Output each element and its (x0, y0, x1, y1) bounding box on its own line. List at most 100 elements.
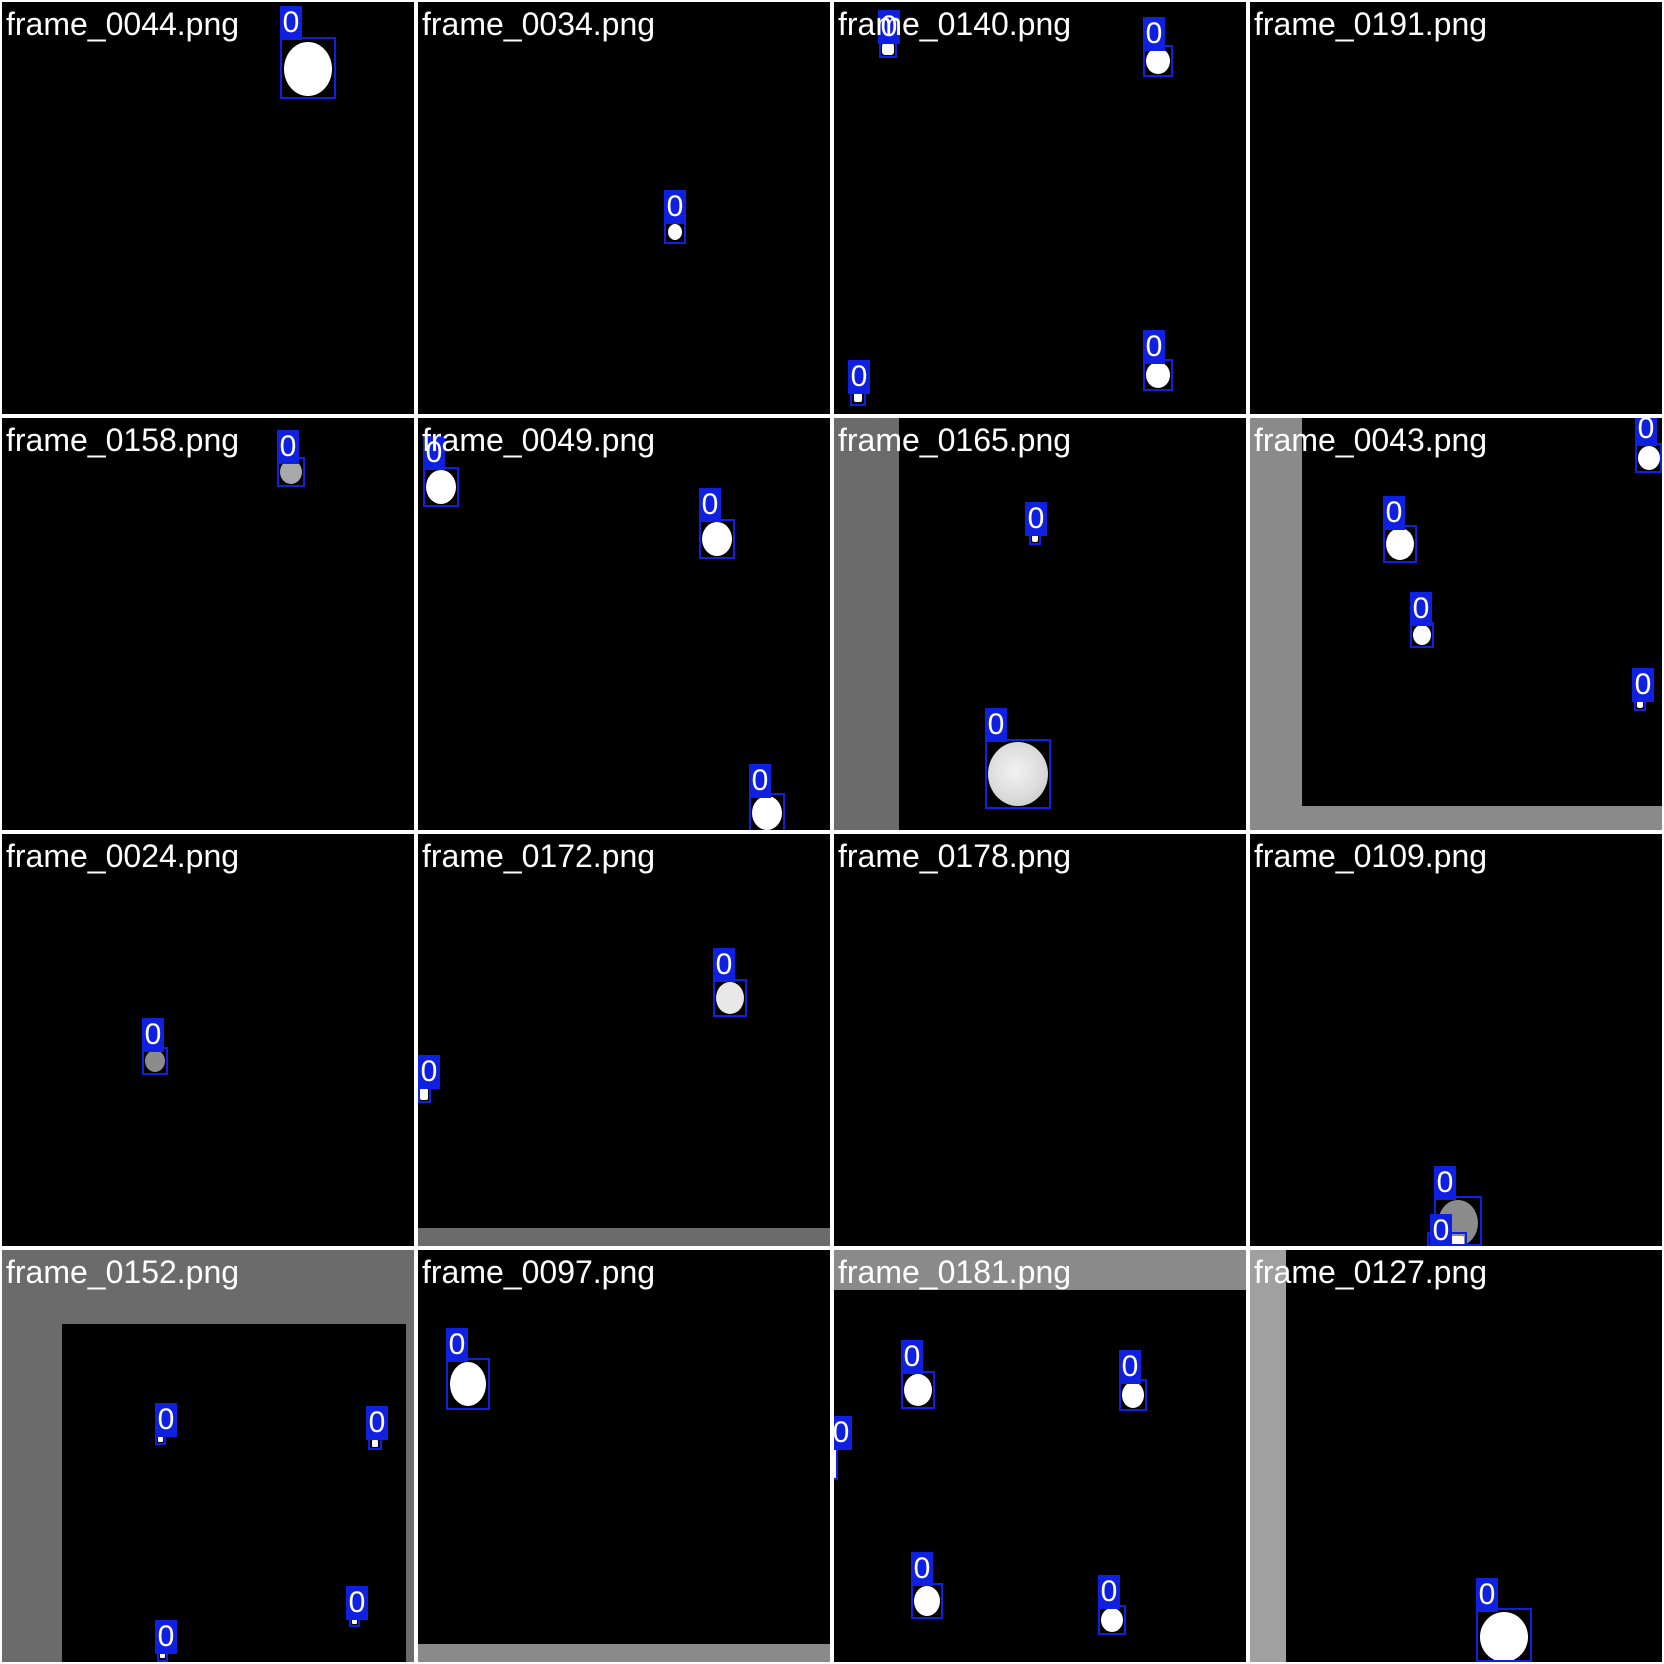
object-blob (450, 1362, 486, 1406)
object-blob (280, 460, 302, 484)
detection-label: 0 (901, 1340, 923, 1374)
object-blob (352, 1618, 357, 1624)
frame-filename: frame_0165.png (838, 422, 1072, 458)
detection-label: 0 (911, 1552, 933, 1586)
detection-label: 0 (155, 1403, 177, 1437)
object-blob (752, 796, 782, 830)
gray-border-band (418, 1644, 830, 1662)
gray-border-band (1250, 806, 1662, 830)
frame-filename: frame_0152.png (6, 1254, 240, 1290)
detection-label: 0 (1119, 1350, 1141, 1384)
frame-filename: frame_0034.png (422, 6, 656, 42)
detection-box[interactable] (834, 1446, 838, 1480)
detection-box[interactable] (1476, 1608, 1532, 1662)
detection-label: 0 (1476, 1578, 1498, 1612)
object-blob (668, 224, 682, 240)
detection-label: 0 (664, 190, 686, 224)
object-blob (1032, 534, 1038, 542)
frame-filename: frame_0181.png (838, 1254, 1072, 1290)
tile-frame-0140[interactable]: 0 0 0 0 frame_0140.png (834, 2, 1246, 414)
detection-label: 0 (277, 430, 299, 464)
frame-filename: frame_0158.png (6, 422, 240, 458)
frame-filename: frame_0044.png (6, 6, 240, 42)
detection-label: 0 (834, 1416, 852, 1450)
object-blob (284, 42, 332, 96)
detection-box[interactable] (911, 1583, 943, 1619)
object-blob (702, 522, 732, 556)
detection-label: 0 (1143, 17, 1165, 51)
tile-frame-0127[interactable]: 0 frame_0127.png (1250, 1250, 1662, 1662)
detection-box[interactable] (1383, 525, 1417, 563)
object-blob (1638, 446, 1660, 470)
tile-frame-0181[interactable]: 0 0 0 0 0 frame_0181.png (834, 1250, 1246, 1662)
detection-box[interactable] (1098, 1605, 1126, 1635)
detection-box[interactable] (1635, 443, 1662, 473)
detection-label: 0 (142, 1018, 164, 1052)
frame-filename: frame_0172.png (422, 838, 656, 874)
tile-frame-0158[interactable]: 0 frame_0158.png (2, 418, 414, 830)
gray-border-band (406, 1250, 414, 1662)
detection-box[interactable] (699, 519, 735, 559)
object-blob (1146, 362, 1170, 388)
gray-border-band (834, 418, 899, 830)
detection-box[interactable] (985, 739, 1051, 809)
detection-box[interactable] (901, 1371, 935, 1409)
object-blob (716, 982, 744, 1014)
detection-label: 0 (1635, 418, 1657, 446)
object-blob (1122, 1382, 1144, 1408)
tile-frame-0178[interactable]: frame_0178.png (834, 834, 1246, 1246)
tile-frame-0152[interactable]: 0 0 0 0 frame_0152.png (2, 1250, 414, 1662)
detection-label: 0 (418, 1055, 440, 1089)
detection-label: 0 (713, 948, 735, 982)
detection-label: 0 (366, 1406, 388, 1440)
object-blob (1101, 1608, 1123, 1632)
detection-label: 0 (155, 1620, 177, 1654)
object-blob (882, 43, 894, 55)
tile-frame-0172[interactable]: 0 0 frame_0172.png (418, 834, 830, 1246)
detection-label: 0 (1025, 502, 1047, 536)
frame-filename: frame_0043.png (1254, 422, 1488, 458)
object-blob (1480, 1612, 1528, 1662)
detection-label: 0 (699, 488, 721, 522)
tile-frame-0043[interactable]: 0 0 0 0 frame_0043.png (1250, 418, 1662, 830)
tile-frame-0191[interactable]: frame_0191.png (1250, 2, 1662, 414)
detection-label: 0 (749, 764, 771, 798)
frame-filename: frame_0127.png (1254, 1254, 1488, 1290)
detection-label: 0 (1632, 668, 1654, 702)
tile-frame-0044[interactable]: 0 frame_0044.png (2, 2, 414, 414)
detection-label: 0 (1143, 330, 1165, 364)
detection-label: 0 (878, 10, 900, 44)
object-blob (160, 1652, 165, 1658)
frame-filename: frame_0191.png (1254, 6, 1488, 42)
gray-border-band (418, 1228, 830, 1246)
frame-filename: frame_0049.png (422, 422, 656, 458)
tile-frame-0024[interactable]: 0 frame_0024.png (2, 834, 414, 1246)
tile-frame-0109[interactable]: 0 0 frame_0109.png (1250, 834, 1662, 1246)
object-blob (854, 392, 862, 402)
detection-label: 0 (446, 1328, 468, 1362)
frame-filename: frame_0178.png (838, 838, 1072, 874)
gray-border-band (2, 1250, 414, 1324)
detection-box[interactable] (446, 1358, 490, 1410)
detection-label: 0 (346, 1586, 368, 1620)
detection-label: 0 (280, 6, 302, 40)
detection-label: 0 (1098, 1575, 1120, 1609)
object-blob (372, 1440, 378, 1447)
object-blob (420, 1088, 428, 1100)
object-blob (1413, 625, 1431, 645)
detection-box[interactable] (280, 37, 336, 99)
gray-border-band (1250, 418, 1302, 830)
tile-frame-0165[interactable]: 0 0 frame_0165.png (834, 418, 1246, 830)
object-blob (1386, 528, 1414, 560)
detection-label: 0 (1430, 1214, 1452, 1246)
tile-frame-0034[interactable]: 0 frame_0034.png (418, 2, 830, 414)
object-blob (1146, 48, 1170, 74)
detection-box[interactable] (713, 979, 747, 1017)
object-blob (426, 470, 456, 504)
detection-box[interactable] (423, 467, 459, 507)
object-blob (834, 1448, 837, 1478)
detection-box[interactable] (749, 793, 785, 830)
tile-frame-0049[interactable]: 0 0 0 frame_0049.png (418, 418, 830, 830)
tile-frame-0097[interactable]: 0 frame_0097.png (418, 1250, 830, 1662)
